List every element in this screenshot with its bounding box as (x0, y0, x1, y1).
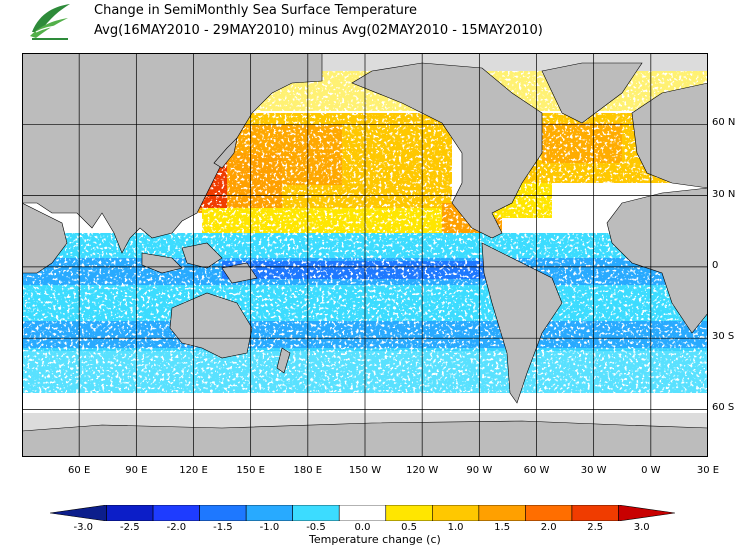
lon-tick-label: 90 E (125, 465, 148, 476)
lon-tick-label: 0 W (641, 465, 661, 476)
lon-tick-label: 180 E (293, 465, 323, 476)
colorbar-bin (618, 505, 675, 521)
colorbar-tick-label: -2.0 (166, 522, 187, 533)
lat-tick-label: 60 N (712, 117, 736, 129)
colorbar-bin (245, 505, 293, 521)
lon-tick-label: 150 E (236, 465, 265, 476)
colorbar-bin (50, 505, 107, 521)
colorbar-bin (478, 505, 526, 521)
map-frame (22, 53, 708, 457)
chart-title: Change in SemiMonthly Sea Surface Temper… (94, 3, 417, 18)
colorbar-tick-label: 1.5 (494, 522, 511, 533)
lon-tick-label: 120 W (406, 465, 439, 476)
colorbar-tick-label: 0.0 (354, 522, 371, 533)
colorbar-tick-label: -3.0 (73, 522, 94, 533)
lon-tick-label: 150 W (348, 465, 382, 476)
colorbar-tick-label: -2.5 (120, 522, 140, 533)
lat-tick-label: 30 S (712, 331, 735, 343)
colorbar-bin (432, 505, 480, 521)
agency-logo-icon (30, 4, 70, 40)
lon-tick-label: 30 E (696, 465, 720, 476)
colorbar-tick-label: 2.0 (540, 522, 557, 533)
lon-tick-label: 60 E (68, 465, 91, 476)
chart-subtitle: Avg(16MAY2010 - 29MAY2010) minus Avg(02M… (94, 23, 543, 38)
lon-tick-label: 30 W (580, 465, 607, 476)
colorbar-tick-label: -1.0 (259, 522, 280, 533)
colorbar-tick-label: -1.5 (213, 522, 233, 533)
colorbar-tick-label: 0.5 (401, 522, 417, 533)
lon-tick-label: 120 E (179, 465, 208, 476)
colorbar-bin (152, 505, 200, 521)
colorbar-tick-label: 2.5 (587, 522, 604, 533)
graticule (22, 53, 708, 457)
colorbar-bin (199, 505, 247, 521)
lat-tick-label: 60 S (712, 402, 735, 414)
lat-tick-label: 0 (712, 259, 719, 271)
colorbar-bin (571, 505, 619, 521)
colorbar (50, 505, 675, 521)
colorbar-tick-label: -0.5 (306, 522, 326, 533)
lon-tick-label: 90 W (466, 465, 493, 476)
colorbar-bin (385, 505, 433, 521)
sst-change-map (22, 53, 708, 457)
colorbar-bin (338, 505, 387, 521)
colorbar-tick-label: 1.0 (447, 522, 464, 533)
colorbar-bin (106, 505, 154, 521)
colorbar-bin (292, 505, 340, 521)
colorbar-title: Temperature change (c) (309, 533, 441, 546)
lat-tick-label: 30 N (712, 188, 736, 200)
colorbar-bin (525, 505, 573, 521)
colorbar-tick-label: 3.0 (633, 522, 650, 533)
lon-tick-label: 60 W (523, 465, 550, 476)
